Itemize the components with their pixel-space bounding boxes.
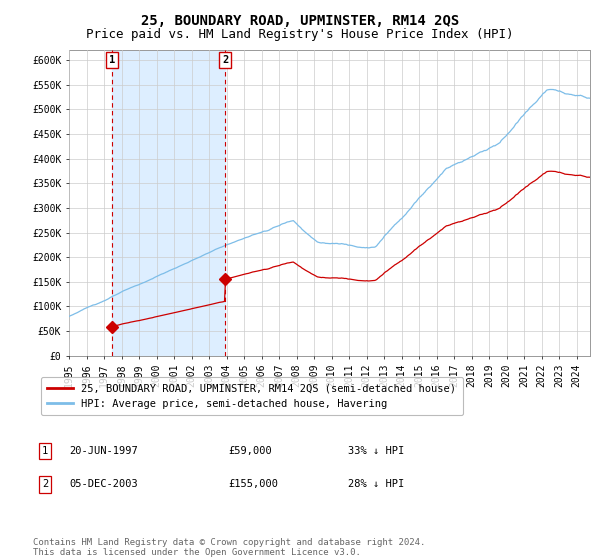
Text: 33% ↓ HPI: 33% ↓ HPI — [348, 446, 404, 456]
Text: Price paid vs. HM Land Registry's House Price Index (HPI): Price paid vs. HM Land Registry's House … — [86, 28, 514, 41]
Text: 05-DEC-2003: 05-DEC-2003 — [69, 479, 138, 489]
Text: Contains HM Land Registry data © Crown copyright and database right 2024.
This d: Contains HM Land Registry data © Crown c… — [33, 538, 425, 557]
Text: £59,000: £59,000 — [228, 446, 272, 456]
Legend: 25, BOUNDARY ROAD, UPMINSTER, RM14 2QS (semi-detached house), HPI: Average price: 25, BOUNDARY ROAD, UPMINSTER, RM14 2QS (… — [41, 377, 463, 415]
Bar — [112, 50, 225, 356]
Text: 2: 2 — [42, 479, 48, 489]
Text: 20-JUN-1997: 20-JUN-1997 — [69, 446, 138, 456]
Text: 1: 1 — [109, 55, 115, 65]
Text: 25, BOUNDARY ROAD, UPMINSTER, RM14 2QS: 25, BOUNDARY ROAD, UPMINSTER, RM14 2QS — [141, 14, 459, 28]
Text: 28% ↓ HPI: 28% ↓ HPI — [348, 479, 404, 489]
Text: 1: 1 — [42, 446, 48, 456]
Text: £155,000: £155,000 — [228, 479, 278, 489]
Text: 2: 2 — [222, 55, 228, 65]
